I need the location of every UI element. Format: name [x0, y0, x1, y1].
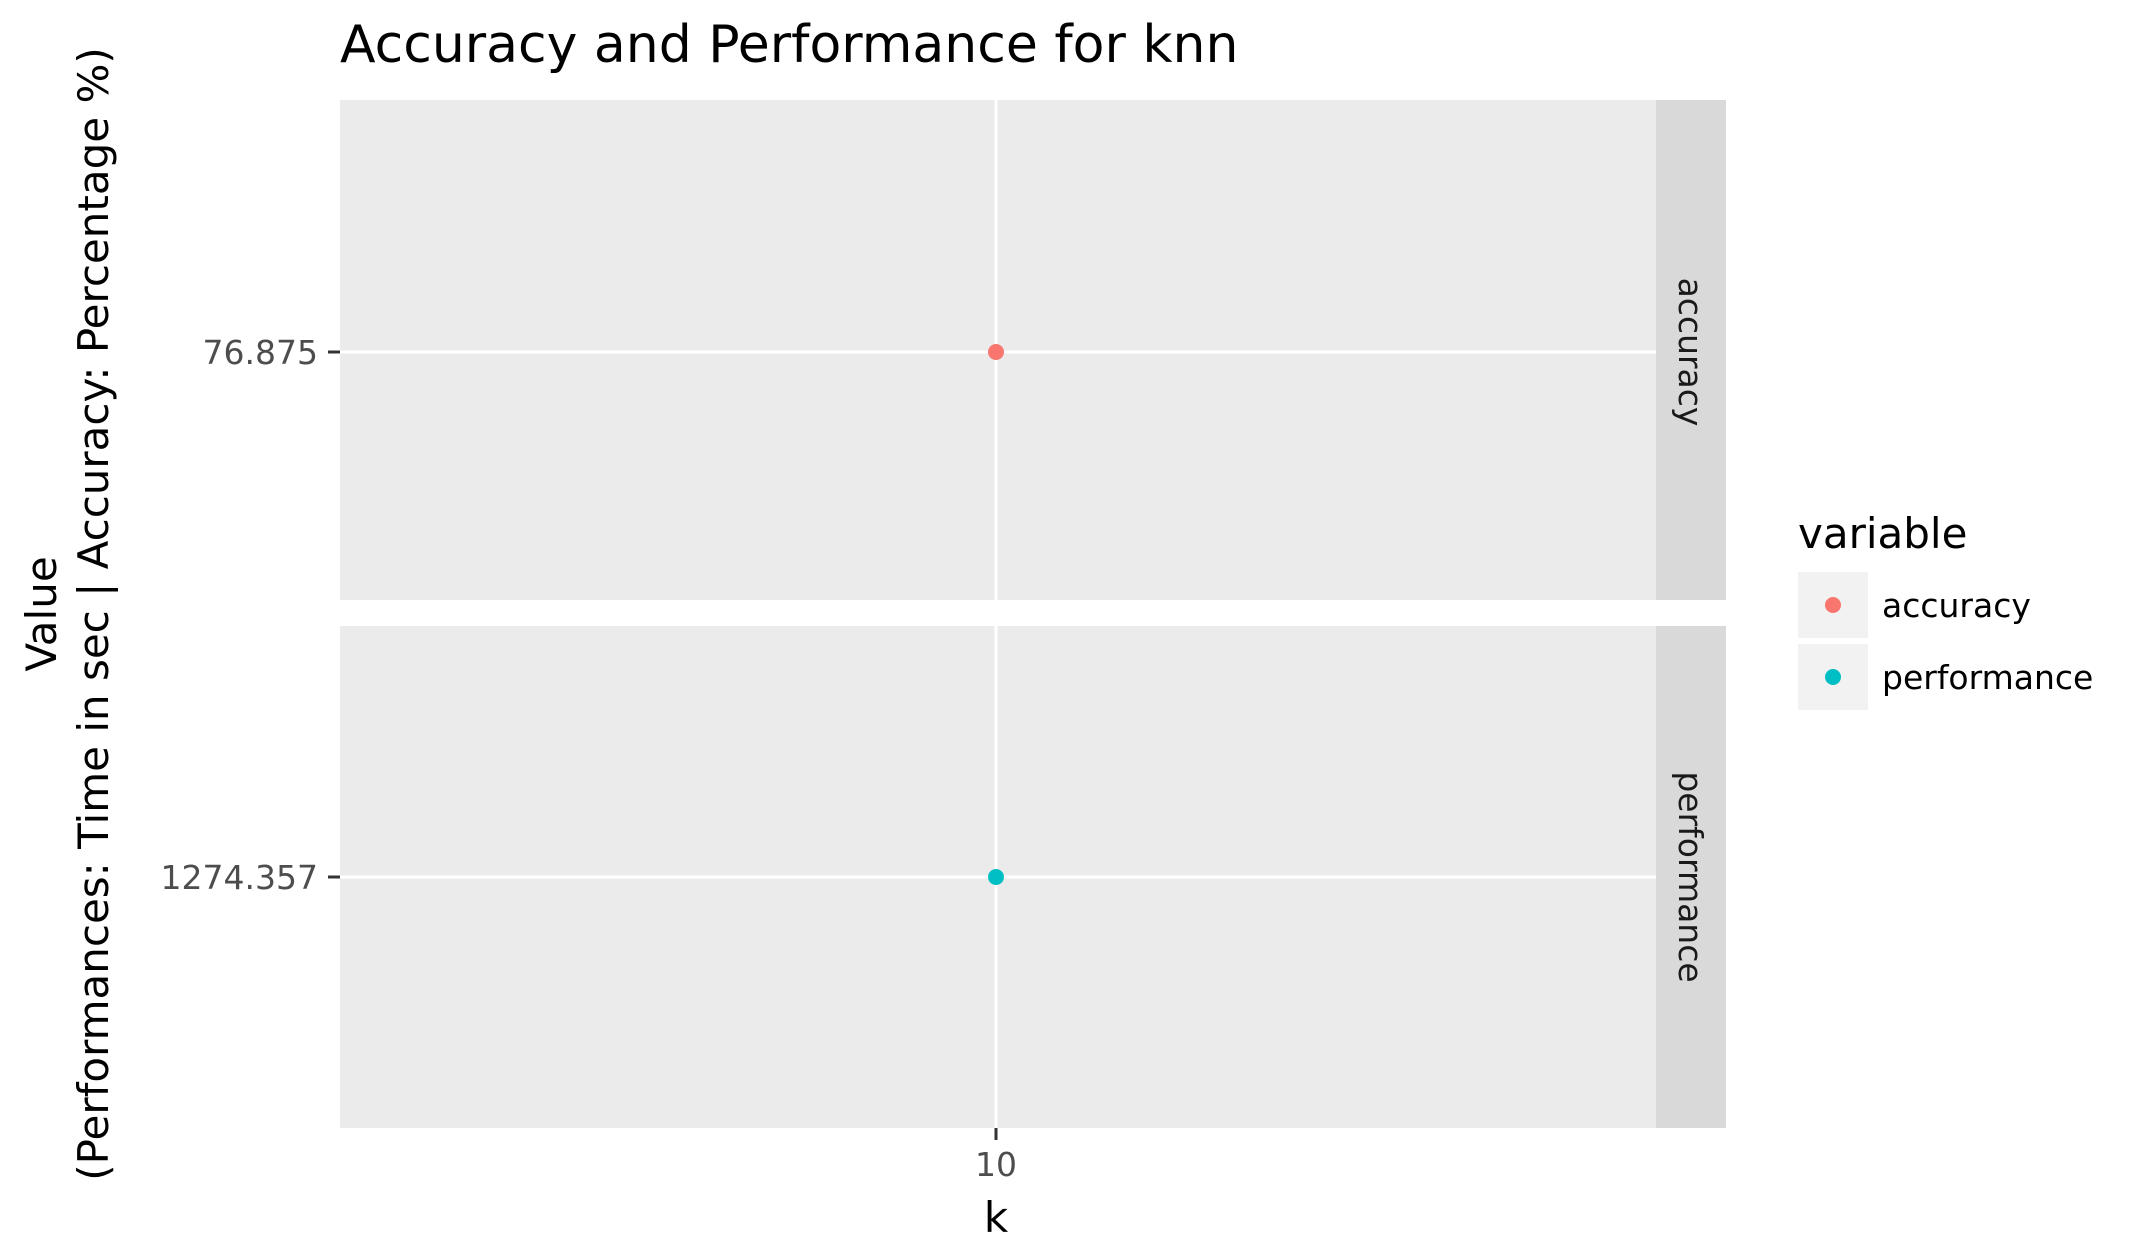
data-point-accuracy — [988, 344, 1004, 360]
strip-performance — [1656, 626, 1726, 1128]
strip-label-performance: performance — [1671, 771, 1710, 982]
legend-label-accuracy: accuracy — [1882, 586, 2031, 625]
y-axis-title-line1: Value — [17, 556, 66, 671]
y-axis-title-line2: (Performances: Time in sec | Accuracy: P… — [69, 47, 118, 1180]
x-tick-label: 10 — [975, 1145, 1017, 1184]
x-axis-title: k — [984, 1193, 1009, 1242]
strip-label-accuracy: accuracy — [1671, 278, 1710, 427]
y-tick-label-accuracy: 76.875 — [203, 333, 318, 372]
legend-swatch-accuracy — [1825, 597, 1841, 613]
legend-title: variable — [1798, 509, 1967, 558]
chart-title: Accuracy and Performance for knn — [340, 15, 1238, 75]
data-point-performance — [988, 869, 1004, 885]
y-tick-label-performance: 1274.357 — [161, 858, 318, 897]
legend-swatch-performance — [1825, 669, 1841, 685]
strip-accuracy — [1656, 100, 1726, 600]
legend-label-performance: performance — [1882, 658, 2093, 697]
